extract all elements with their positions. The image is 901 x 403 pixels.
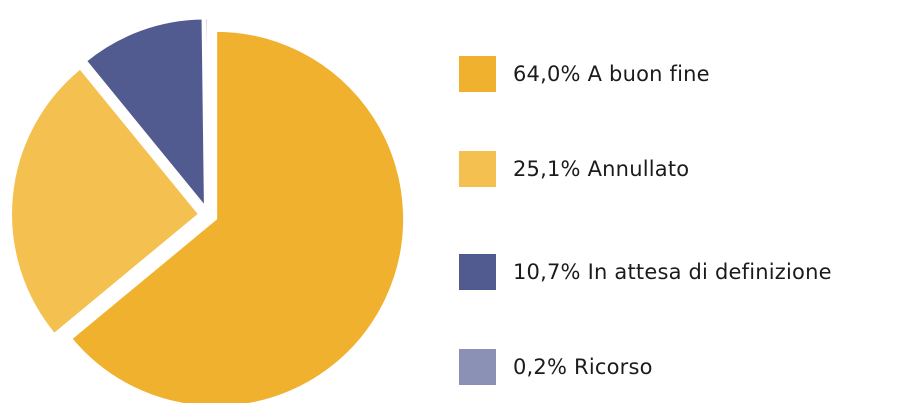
legend-percent: 25,1% bbox=[513, 157, 581, 181]
legend-item-annullato: 25,1% Annullato bbox=[459, 151, 689, 187]
legend-swatch bbox=[459, 349, 496, 385]
legend-percent: 0,2% bbox=[513, 355, 568, 379]
legend-text: A buon fine bbox=[587, 62, 710, 86]
legend-text: Ricorso bbox=[574, 355, 653, 379]
pie-slice-a-buon-fine bbox=[69, 29, 406, 403]
pie-slice-annullato bbox=[10, 67, 201, 336]
legend-swatch bbox=[459, 56, 496, 92]
pie-slice-in-attesa-di-definizione bbox=[84, 17, 206, 210]
legend-item-ricorso: 0,2% Ricorso bbox=[459, 349, 653, 385]
legend-label: 10,7% In attesa di definizione bbox=[513, 260, 832, 284]
chart-legend: 64,0% A buon fine 25,1% Annullato 10,7% … bbox=[459, 0, 899, 403]
legend-label: 0,2% Ricorso bbox=[513, 355, 653, 379]
legend-percent: 10,7% bbox=[513, 260, 581, 284]
legend-item-in-attesa: 10,7% In attesa di definizione bbox=[459, 254, 832, 290]
legend-item-a-buon-fine: 64,0% A buon fine bbox=[459, 56, 710, 92]
legend-label: 64,0% A buon fine bbox=[513, 62, 710, 86]
legend-text: In attesa di definizione bbox=[587, 260, 832, 284]
pie-slice-ricorso bbox=[204, 16, 209, 207]
legend-text: Annullato bbox=[587, 157, 690, 181]
legend-swatch bbox=[459, 151, 496, 187]
legend-percent: 64,0% bbox=[513, 62, 581, 86]
legend-label: 25,1% Annullato bbox=[513, 157, 689, 181]
legend-swatch bbox=[459, 254, 496, 290]
pie-chart bbox=[10, 16, 406, 403]
